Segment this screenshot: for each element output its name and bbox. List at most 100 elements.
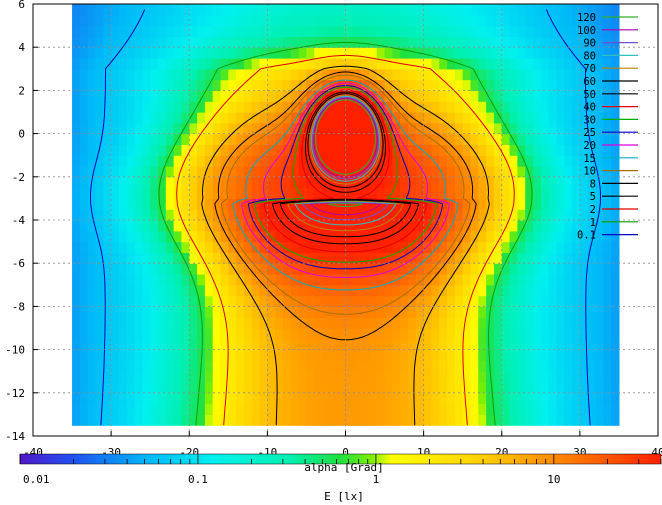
heatmap-cell [470,112,479,124]
heatmap-cell [103,295,112,307]
heatmap-cell [587,274,597,286]
heatmap-cell [103,382,112,394]
heatmap-cell [525,144,534,156]
heatmap-cell [603,209,612,221]
heatmap-cell [384,274,393,286]
heatmap-cell [95,122,104,135]
heatmap-cell [165,14,175,27]
heatmap-cell [384,306,393,318]
heatmap-cell [611,209,620,221]
heatmap-cell [267,252,276,264]
heatmap-cell [158,176,167,189]
heatmap-cell [579,382,589,394]
heatmap-cell [158,241,167,253]
heatmap-cell [400,90,409,102]
heatmap-cell [220,220,229,232]
heatmap-cell [251,176,261,189]
heatmap-cell [306,133,315,145]
heatmap-cell [400,133,409,145]
heatmap-cell [595,284,604,297]
heatmap-cell [400,79,409,91]
heatmap-cell [540,295,550,307]
heatmap-cell [181,317,190,329]
heatmap-cell [283,252,292,264]
heatmap-cell [376,317,386,329]
heatmap-cell [595,14,604,27]
heatmap-cell [556,155,565,167]
heatmap-cell [197,36,206,48]
heatmap-cell [493,90,503,102]
heatmap-cell [408,349,417,361]
heatmap-cell [556,68,565,81]
heatmap-cell [220,338,229,351]
heatmap-cell [158,403,167,415]
heatmap-cell [431,58,440,70]
heatmap-cell [595,274,604,286]
heatmap-cell [470,198,479,210]
heatmap-cell [329,176,339,189]
heatmap-cell [142,47,151,59]
heatmap-cell [158,382,167,394]
heatmap-cell [368,274,378,286]
heatmap-cell [611,220,620,232]
heatmap-cell [572,58,581,70]
heatmap-cell [548,382,558,394]
heatmap-cell [572,47,581,59]
heatmap-cell [501,4,511,16]
heatmap-cell [493,58,503,70]
heatmap-cell [587,166,597,178]
heatmap-cell [415,360,425,372]
heatmap-cell [579,187,589,199]
heatmap-cell [329,25,339,37]
heatmap-cell [118,47,128,59]
heatmap-cell [212,4,222,16]
x-axis-title: alpha [Grad] [304,461,383,474]
heatmap-cell [447,68,456,81]
heatmap-cell [431,14,440,27]
heatmap-cell [486,284,495,297]
heatmap-cell [259,122,268,135]
heatmap-cell [181,263,190,275]
heatmap-cell [439,47,448,59]
heatmap-cell [392,122,401,135]
heatmap-cell [79,349,89,361]
heatmap-cell [525,25,534,37]
heatmap-cell [556,14,565,27]
heatmap-cell [220,198,229,210]
heatmap-cell [72,392,81,405]
heatmap-cell [462,144,472,156]
heatmap-cell [408,328,417,340]
heatmap-cell [314,90,323,102]
heatmap-cell [462,338,472,351]
heatmap-cell [368,317,378,329]
heatmap-cell [454,360,464,372]
heatmap-cell [267,349,276,361]
heatmap-cell [236,68,245,81]
heatmap-cell [259,241,268,253]
heatmap-cell [579,58,589,70]
heatmap-cell [447,263,456,275]
heatmap-cell [189,220,198,232]
heatmap-cell [189,47,198,59]
heatmap-cell [329,252,339,264]
heatmap-cell [322,382,331,394]
heatmap-cell [298,403,308,415]
heatmap-cell [470,133,479,145]
heatmap-cell [275,14,284,27]
heatmap-cell [275,241,284,253]
heatmap-cell [314,403,323,415]
heatmap-cell [611,122,620,135]
heatmap-cell [478,36,487,48]
heatmap-cell [439,403,448,415]
heatmap-cell [353,14,362,27]
heatmap-cell [329,295,339,307]
heatmap-cell [353,112,362,124]
heatmap-cell [181,166,190,178]
heatmap-cell [533,338,542,351]
heatmap-cell [95,371,104,383]
heatmap-cell [556,198,565,210]
heatmap-cell [283,241,292,253]
heatmap-cell [533,68,542,81]
heatmap-cell [236,122,245,135]
heatmap-cell [431,133,440,145]
